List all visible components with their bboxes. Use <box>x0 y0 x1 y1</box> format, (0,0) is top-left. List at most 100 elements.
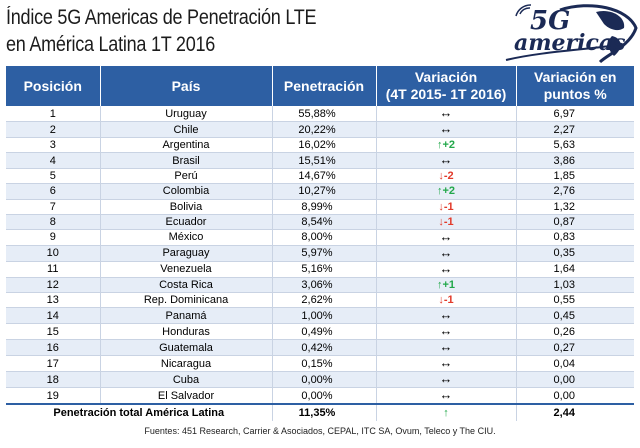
cell-points: 2,76 <box>516 183 634 200</box>
cell-position: 14 <box>6 307 101 325</box>
cell-country: Brasil <box>100 152 273 170</box>
cell-penetration: 0,00% <box>272 387 377 405</box>
table-row: 2 Chile 20,22% ↔ 2,27 <box>6 121 634 138</box>
cell-penetration: 8,54% <box>272 214 377 230</box>
cell-position: 3 <box>6 137 101 154</box>
globe-swoosh-icon <box>505 4 638 64</box>
cell-position: 13 <box>6 292 101 309</box>
cell-position: 1 <box>6 106 101 122</box>
up-arrow-icon: ↑ <box>436 185 443 198</box>
table-row: 3 Argentina 16,02% ↑+2 5,63 <box>6 137 634 154</box>
cell-country: Venezuela <box>100 261 273 278</box>
cell-country: Cuba <box>100 371 273 389</box>
left-right-arrow-icon: ↔ <box>439 371 453 387</box>
cell-penetration: 0,15% <box>272 355 377 373</box>
cell-points: 1,03 <box>516 277 634 294</box>
page-title: Índice 5G Americas de Penetración LTE en… <box>6 4 317 58</box>
cell-position: 16 <box>6 339 101 357</box>
cell-variation: ↓-1 <box>376 214 517 230</box>
variation-change: -1 <box>443 215 454 228</box>
cell-position: 8 <box>6 214 101 230</box>
table-row: 14 Panamá 1,00% ↔ 0,45 <box>6 307 634 325</box>
cell-penetration: 1,00% <box>272 307 377 325</box>
table-row: 13 Rep. Dominicana 2,62% ↓-1 0,55 <box>6 292 634 309</box>
cell-penetration: 5,97% <box>272 245 377 262</box>
cell-position: 9 <box>6 229 101 246</box>
header-variation-line-1: Variación <box>414 69 478 85</box>
cell-country: Colombia <box>100 183 273 200</box>
cell-variation: ↑+2 <box>376 137 517 154</box>
cell-country: Rep. Dominicana <box>100 292 273 309</box>
cell-country: Costa Rica <box>100 277 273 294</box>
header-variation-line-2: (4T 2015- 1T 2016) <box>385 86 507 102</box>
header-position: Posición <box>6 66 101 106</box>
left-right-arrow-icon: ↔ <box>439 152 453 168</box>
variation-change: -2 <box>443 170 454 183</box>
cell-position: 7 <box>6 199 101 215</box>
cell-country: Chile <box>100 121 273 138</box>
up-arrow-icon: ↑ <box>443 407 449 420</box>
down-arrow-icon: ↓ <box>438 294 444 307</box>
cell-country: Perú <box>100 168 273 185</box>
variation-change: +2 <box>442 185 456 198</box>
cell-position: 4 <box>6 152 101 170</box>
cell-variation: ↔ <box>376 371 517 389</box>
cell-variation: ↔ <box>376 339 517 357</box>
down-arrow-icon: ↓ <box>438 170 444 183</box>
down-arrow-icon: ↓ <box>438 215 444 228</box>
cell-penetration: 8,99% <box>272 199 377 215</box>
table-row: 15 Honduras 0,49% ↔ 0,26 <box>6 323 634 341</box>
table-row: 1 Uruguay 55,88% ↔ 6,97 <box>6 106 634 122</box>
table-row: 17 Nicaragua 0,15% ↔ 0,04 <box>6 355 634 373</box>
cell-variation: ↑+2 <box>376 183 517 200</box>
table-row: 12 Costa Rica 3,06% ↑+1 1,03 <box>6 277 634 294</box>
left-right-arrow-icon: ↔ <box>439 323 453 339</box>
table-row: 7 Bolivia 8,99% ↓-1 1,32 <box>6 199 634 215</box>
cell-points: 0,26 <box>516 323 634 341</box>
left-right-arrow-icon: ↔ <box>439 387 453 403</box>
table-row: 19 El Salvador 0,00% ↔ 0,00 <box>6 387 634 405</box>
total-row: Penetración total América Latina 11,35% … <box>6 403 634 422</box>
left-right-arrow-icon: ↔ <box>439 261 453 276</box>
header-penetration: Penetración <box>272 66 377 106</box>
cell-position: 19 <box>6 387 101 405</box>
table-row: 9 México 8,00% ↔ 0,83 <box>6 229 634 246</box>
cell-penetration: 2,62% <box>272 292 377 309</box>
total-label: Penetración total América Latina <box>6 403 273 422</box>
logo-5g: 5G <box>530 6 571 36</box>
table-header-row: Posición País Penetración Variación (4T … <box>6 66 634 106</box>
up-arrow-icon: ↑ <box>436 139 443 152</box>
table-row: 16 Guatemala 0,42% ↔ 0,27 <box>6 339 634 357</box>
variation-change: +1 <box>442 279 456 292</box>
total-variation: ↑ <box>376 403 517 422</box>
header-points-line-1: Variación en <box>534 69 617 85</box>
logo-americas: americas <box>514 30 626 56</box>
table-row: 5 Perú 14,67% ↓-2 1,85 <box>6 168 634 185</box>
header-country: País <box>100 66 273 106</box>
cell-penetration: 14,67% <box>272 168 377 185</box>
cell-penetration: 16,02% <box>272 137 377 154</box>
cell-country: México <box>100 229 273 246</box>
cell-position: 17 <box>6 355 101 373</box>
lte-penetration-table: Posición País Penetración Variación (4T … <box>6 66 634 422</box>
cell-variation: ↑+1 <box>376 277 517 294</box>
cell-variation: ↔ <box>376 261 517 278</box>
cell-position: 6 <box>6 183 101 200</box>
cell-country: Honduras <box>100 323 273 341</box>
cell-position: 2 <box>6 121 101 138</box>
table-row: 8 Ecuador 8,54% ↓-1 0,87 <box>6 214 634 230</box>
source-note: Fuentes: 451 Research, Carrier & Asociad… <box>144 426 496 436</box>
table-body: 1 Uruguay 55,88% ↔ 6,97 2 Chile 20,22% ↔ 2,27 3 Arg… <box>6 106 634 405</box>
cell-points: 0,00 <box>516 371 634 389</box>
cell-points: 0,00 <box>516 387 634 405</box>
cell-penetration: 0,00% <box>272 371 377 389</box>
cell-variation: ↔ <box>376 121 517 138</box>
cell-country: Bolivia <box>100 199 273 215</box>
cell-penetration: 3,06% <box>272 277 377 294</box>
cell-penetration: 0,49% <box>272 323 377 341</box>
cell-penetration: 5,16% <box>272 261 377 278</box>
cell-points: 1,64 <box>516 261 634 278</box>
variation-change: +2 <box>442 139 456 152</box>
total-points: 2,44 <box>516 403 634 422</box>
cell-variation: ↔ <box>376 245 517 262</box>
